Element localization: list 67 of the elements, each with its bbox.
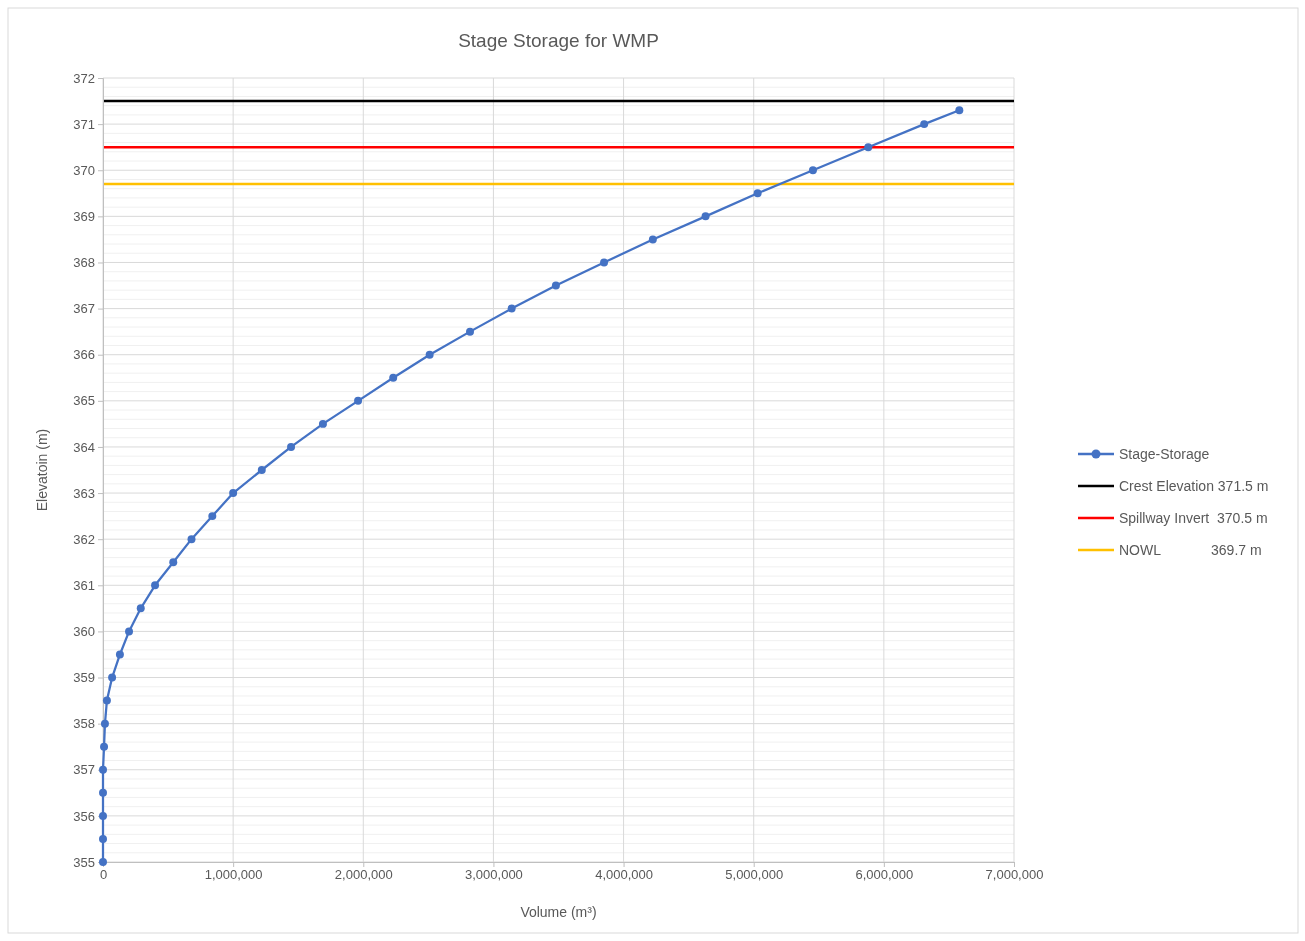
point bbox=[151, 581, 160, 590]
point bbox=[955, 106, 964, 115]
chart-title: Stage Storage for WMP bbox=[458, 30, 659, 51]
point bbox=[187, 535, 196, 544]
y-tick-label: 359 bbox=[73, 670, 95, 686]
y-tick-label: 361 bbox=[73, 577, 95, 593]
point bbox=[354, 396, 363, 405]
point bbox=[257, 466, 266, 474]
y-tick-label: 367 bbox=[73, 301, 95, 317]
x-tick-label: 7,000,000 bbox=[985, 867, 1044, 883]
point bbox=[701, 212, 710, 221]
point bbox=[864, 143, 873, 152]
y-tick-label: 372 bbox=[73, 70, 95, 86]
point bbox=[102, 696, 111, 705]
x-tick-label: 0 bbox=[99, 867, 108, 883]
y-tick-label: 362 bbox=[73, 531, 95, 547]
legend-label: Crest Elevation 371.5 m bbox=[1119, 478, 1269, 494]
point bbox=[99, 858, 107, 866]
y-tick-label: 370 bbox=[73, 162, 95, 178]
y-tick-label: 364 bbox=[73, 439, 95, 455]
x-tick-label: 6,000,000 bbox=[855, 867, 914, 883]
point bbox=[229, 489, 238, 498]
y-tick-label: 356 bbox=[73, 808, 95, 824]
point bbox=[507, 304, 516, 313]
point bbox=[108, 673, 117, 682]
legend-label: Stage-Storage bbox=[1119, 446, 1210, 462]
y-tick-label: 371 bbox=[73, 116, 95, 132]
point bbox=[169, 558, 178, 567]
x-tick-label: 4,000,000 bbox=[595, 867, 653, 883]
y-tick-label: 369 bbox=[73, 209, 95, 225]
x-tick-label: 5,000,000 bbox=[725, 867, 784, 883]
x-tick-label: 2,000,000 bbox=[334, 867, 393, 883]
point bbox=[100, 742, 109, 751]
point bbox=[208, 512, 217, 521]
y-tick-label: 358 bbox=[73, 716, 95, 732]
legend-label: NOWL 369.7 m bbox=[1119, 542, 1262, 558]
point bbox=[551, 281, 560, 290]
point bbox=[920, 120, 929, 129]
point bbox=[287, 442, 296, 451]
point bbox=[99, 811, 107, 820]
point bbox=[136, 604, 145, 613]
point bbox=[808, 166, 817, 175]
point bbox=[100, 719, 109, 728]
y-tick-label: 366 bbox=[73, 347, 95, 363]
y-tick-label: 363 bbox=[73, 485, 95, 501]
y-tick-label: 368 bbox=[73, 255, 95, 271]
legend-label: Spillway Invert 370.5 m bbox=[1119, 510, 1268, 526]
y-axis-title: Elevatoin (m) bbox=[34, 428, 50, 512]
x-tick-label: 3,000,000 bbox=[465, 867, 523, 883]
y-tick-label: 357 bbox=[73, 762, 95, 778]
point bbox=[600, 258, 609, 267]
point bbox=[648, 235, 657, 244]
point bbox=[466, 327, 474, 336]
point bbox=[318, 419, 327, 428]
point bbox=[125, 627, 134, 636]
point bbox=[425, 350, 434, 359]
point bbox=[389, 373, 398, 382]
y-tick-label: 365 bbox=[73, 393, 95, 409]
y-tick-label: 355 bbox=[73, 854, 95, 870]
y-tick-label: 360 bbox=[73, 624, 95, 640]
point bbox=[99, 788, 107, 797]
point bbox=[115, 650, 124, 659]
x-tick-label: 1,000,000 bbox=[204, 867, 263, 883]
x-axis-title: Volume (m³) bbox=[520, 904, 597, 920]
point bbox=[99, 765, 107, 774]
point bbox=[753, 189, 762, 198]
point bbox=[99, 834, 107, 843]
